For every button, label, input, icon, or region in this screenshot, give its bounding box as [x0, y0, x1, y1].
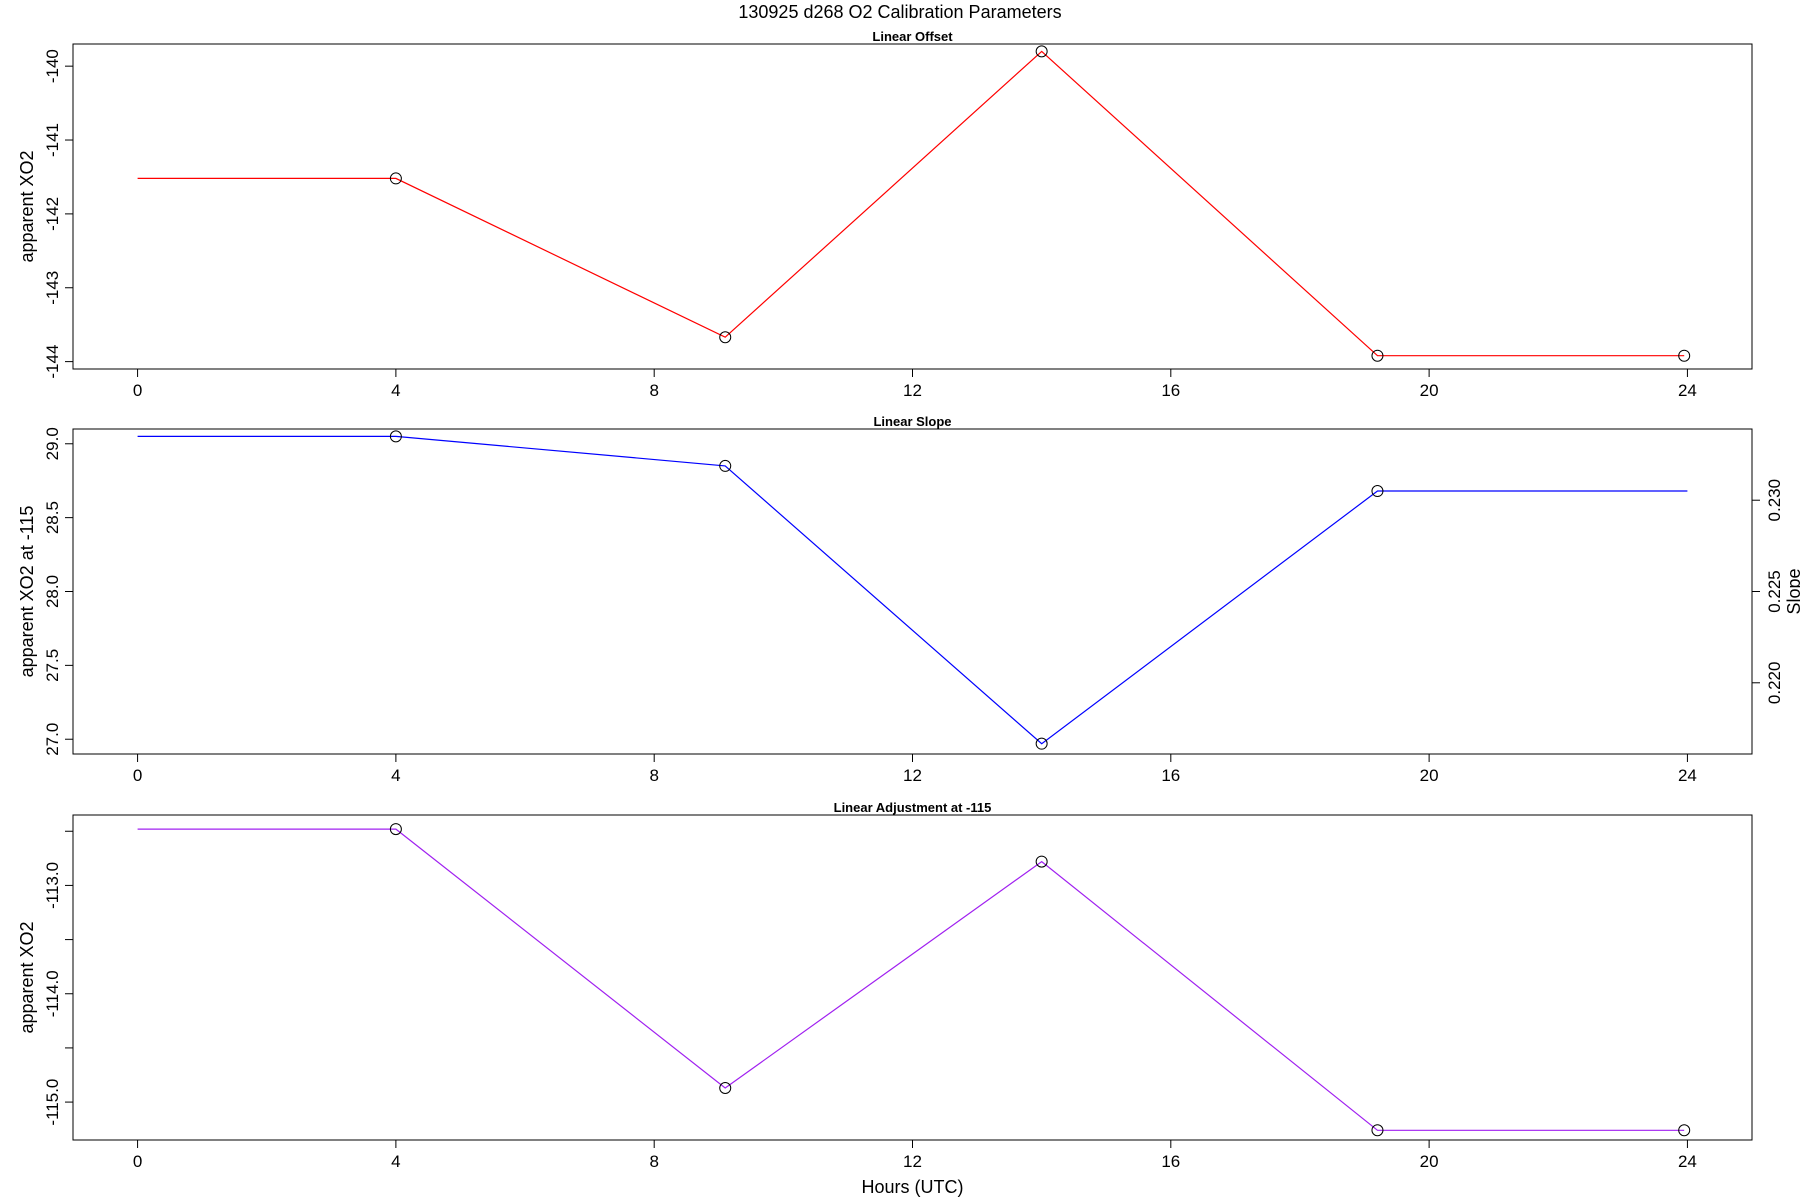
data-point: [1371, 1124, 1384, 1137]
panel-title: Linear Slope: [873, 414, 951, 429]
y-axis-label: apparent XO2 at -115: [17, 506, 37, 678]
data-point: [1035, 45, 1048, 58]
y-tick-label: -115.0: [43, 1079, 62, 1126]
y-tick-label: -140: [43, 49, 62, 83]
x-tick-label: 0: [133, 766, 142, 785]
y-tick-label: -113.0: [43, 862, 62, 909]
x-tick-label: 24: [1678, 766, 1697, 785]
y2-tick-label: 0.220: [1765, 662, 1784, 705]
y-tick-label: -144: [43, 345, 62, 379]
panel-title: Linear Offset: [872, 29, 953, 44]
x-tick-label: 8: [649, 766, 658, 785]
y2-tick-label: 0.225: [1765, 570, 1784, 613]
x-tick-label: 8: [649, 1152, 658, 1171]
data-point: [389, 823, 402, 836]
x-tick-label: 20: [1420, 381, 1439, 400]
y-tick-label: 28.0: [43, 575, 62, 608]
y-tick-label: -141: [43, 123, 62, 157]
y-tick-label: -142: [43, 197, 62, 231]
data-point: [719, 1082, 732, 1094]
x-tick-label: 24: [1678, 1152, 1697, 1171]
x-tick-label: 8: [649, 381, 658, 400]
y-tick-label: -114.0: [43, 970, 62, 1017]
x-tick-label: 24: [1678, 381, 1697, 400]
x-tick-label: 16: [1161, 1152, 1180, 1171]
x-tick-label: 4: [391, 766, 400, 785]
y2-tick-label: 0.230: [1765, 479, 1784, 522]
y-tick-label: 28.5: [43, 501, 62, 534]
x-tick-label: 4: [391, 381, 400, 400]
x-tick-label: 4: [391, 1152, 400, 1171]
main-title: 130925 d268 O2 Calibration Parameters: [738, 2, 1062, 22]
data-point: [719, 331, 732, 344]
data-point: [719, 459, 732, 472]
y-tick-label: 29.0: [43, 427, 62, 460]
data-point: [389, 430, 402, 443]
series-line: [137, 435, 1688, 745]
data-point: [1371, 485, 1384, 498]
y2-axis-label: Slope: [1784, 568, 1800, 614]
data-point: [1035, 855, 1048, 868]
series-line: [137, 828, 1685, 1131]
data-point: [1678, 349, 1691, 362]
x-axis-label: Hours (UTC): [862, 1177, 964, 1197]
y-axis-label: apparent XO2: [17, 921, 37, 1033]
y-axis-label: apparent XO2: [17, 150, 37, 262]
plot-frame: [72, 814, 1753, 1141]
y-tick-label: 27.0: [43, 723, 62, 756]
x-tick-label: 0: [133, 1152, 142, 1171]
x-tick-label: 12: [903, 1152, 922, 1171]
y-tick-label: -143: [43, 271, 62, 305]
x-tick-label: 16: [1161, 766, 1180, 785]
x-tick-label: 16: [1161, 381, 1180, 400]
y-tick-label: 27.5: [43, 649, 62, 682]
panel-linear-offset: Linear Offset 0 4 8 12 16 20 24 -144 -143 -142 -141…: [0, 0, 1800, 400]
panel-linear-slope: Linear Slope 0 4 8 12 16 20 24 27.0 27.5 28.0 28.5 2…: [0, 0, 1800, 785]
data-point: [389, 172, 402, 185]
series-line: [137, 50, 1685, 357]
data-point: [1035, 737, 1048, 750]
x-tick-label: 20: [1420, 766, 1439, 785]
data-point: [1678, 1124, 1691, 1137]
x-tick-label: 12: [903, 381, 922, 400]
panel-title: Linear Adjustment at -115: [834, 800, 992, 815]
chart-linear-offset: Linear Offset 0 4 8 12 16 20 24 -144 -143 -142 -141…: [17, 29, 1753, 400]
x-tick-label: 20: [1420, 1152, 1439, 1171]
x-tick-label: 12: [903, 766, 922, 785]
data-point: [1371, 349, 1384, 362]
x-tick-label: 0: [133, 381, 142, 400]
